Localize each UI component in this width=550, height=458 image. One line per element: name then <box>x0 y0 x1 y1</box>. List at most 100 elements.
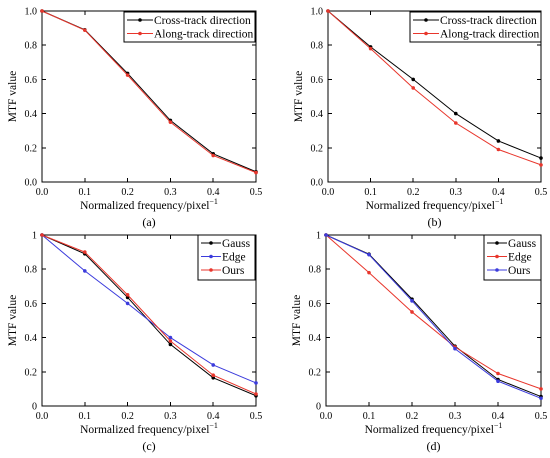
legend-swatch-marker <box>495 268 499 272</box>
data-point <box>368 46 373 51</box>
data-point <box>496 379 500 384</box>
y-tick-label: 0 <box>316 402 321 413</box>
series-line <box>325 234 542 399</box>
y-tick-label: 0.2 <box>25 143 38 154</box>
x-axis-title: Normalized frequency/pixel−1 <box>80 197 218 212</box>
legend-label: Cross-track direction <box>154 15 251 27</box>
legend-swatch-marker <box>138 18 142 22</box>
x-tick-label: 0.0 <box>36 187 49 198</box>
legend-label: Edge <box>508 252 532 264</box>
x-axis-title-superscript: −1 <box>209 421 218 430</box>
y-tick-label: 0.2 <box>311 143 324 154</box>
chart-panel-3: 0.0 0.1 0.2 0.3 0.4 0.5 0 0.2 0.4 0.6 0.8 1 Normaliz… <box>7 231 262 454</box>
data-point <box>411 77 416 82</box>
data-point <box>496 147 501 152</box>
y-tick-label: 0.8 <box>309 265 322 276</box>
data-point <box>453 346 457 351</box>
x-axis-title-text: Normalized frequency/pixel <box>80 200 209 212</box>
legend-swatch-marker <box>495 241 499 245</box>
data-point <box>83 250 87 254</box>
data-point <box>410 299 414 303</box>
x-axis-title-superscript: −1 <box>209 197 218 206</box>
y-tick-label: 0.2 <box>25 367 38 378</box>
x-axis-title: Normalized frequency/pixel−1 <box>80 421 218 436</box>
y-tick-label: 0.0 <box>311 178 324 189</box>
x-tick-label: 0.1 <box>79 187 92 198</box>
legend-label: Gauss <box>222 238 251 250</box>
y-tick-label: 0.4 <box>309 333 322 344</box>
chart-panel-2: 0.0 0.1 0.2 0.3 0.4 0.5 0.0 0.2 0.4 0.6 0.8 1.0 Norm… <box>293 7 547 230</box>
x-tick-label: 0.1 <box>364 187 377 198</box>
y-tick-label: 0.2 <box>309 367 322 378</box>
data-point <box>454 111 458 116</box>
y-tick-label: 0.4 <box>25 333 38 344</box>
y-axis-title: MTF value <box>7 71 19 122</box>
data-point <box>168 335 173 340</box>
x-tick-label: 0.1 <box>79 411 92 422</box>
x-tick-label: 0.0 <box>320 411 333 422</box>
data-point <box>125 73 130 77</box>
data-point <box>254 392 258 396</box>
y-tick-label: 0.4 <box>25 109 38 120</box>
data-point <box>83 269 87 273</box>
data-point <box>168 339 173 343</box>
data-point <box>367 252 371 257</box>
y-axis-title: MTF value <box>291 295 303 346</box>
data-point <box>168 342 173 347</box>
data-point <box>125 293 130 297</box>
x-tick-label: 0.3 <box>450 187 463 198</box>
series-line <box>325 234 542 390</box>
x-tick-label: 0.1 <box>363 411 376 422</box>
x-tick-label: 0.2 <box>407 187 420 198</box>
legend-box <box>409 11 542 43</box>
legend-swatch-marker <box>424 31 428 36</box>
y-tick-label: 1 <box>316 231 321 242</box>
legend-label: Gauss <box>508 238 537 250</box>
data-point <box>211 373 215 378</box>
data-point <box>40 9 44 13</box>
series-line <box>327 10 542 159</box>
plot-frame <box>41 234 257 407</box>
series-line <box>41 234 257 395</box>
legend-label: Ours <box>508 265 531 277</box>
data-point <box>211 375 215 380</box>
y-tick-label: 0.4 <box>311 109 324 120</box>
legend-swatch-marker <box>424 18 428 22</box>
x-tick-label: 0.2 <box>406 411 419 422</box>
x-axis-title-text: Normalized frequency/pixel <box>80 424 209 436</box>
x-tick-label: 0.3 <box>449 411 462 422</box>
legend-swatch-marker <box>209 254 213 259</box>
y-axis-title: MTF value <box>7 295 19 346</box>
data-point <box>539 387 543 391</box>
data-point <box>326 9 330 13</box>
x-tick-label: 0.5 <box>535 187 548 198</box>
series-line <box>41 234 257 384</box>
y-tick-label: 1.0 <box>25 7 38 18</box>
y-tick-label: 0.6 <box>25 75 38 86</box>
legend-swatch-marker <box>495 254 499 259</box>
x-tick-label: 0.4 <box>492 411 505 422</box>
data-point <box>367 270 371 275</box>
y-tick-label: 0.6 <box>311 75 324 86</box>
x-tick-label: 0.2 <box>121 187 134 198</box>
x-axis-title-superscript: −1 <box>494 421 503 430</box>
x-tick-label: 0.5 <box>250 411 263 422</box>
y-tick-label: 0.8 <box>25 41 38 52</box>
legend-swatch-marker <box>209 268 213 272</box>
plot-frame <box>41 10 257 183</box>
x-tick-label: 0.0 <box>322 187 335 198</box>
legend-label: Along-track direction <box>154 29 254 41</box>
legend-label: Along-track direction <box>440 29 540 41</box>
legend-swatch-marker <box>138 31 142 36</box>
data-point <box>539 156 543 160</box>
x-tick-label: 0.3 <box>164 411 177 422</box>
panel-label: (b) <box>428 215 442 229</box>
series-line <box>327 10 542 166</box>
data-point <box>254 381 258 385</box>
data-point <box>211 153 215 158</box>
data-point <box>324 233 328 237</box>
data-point <box>454 121 458 125</box>
x-tick-label: 0.5 <box>535 411 548 422</box>
plot-frame <box>327 10 542 183</box>
